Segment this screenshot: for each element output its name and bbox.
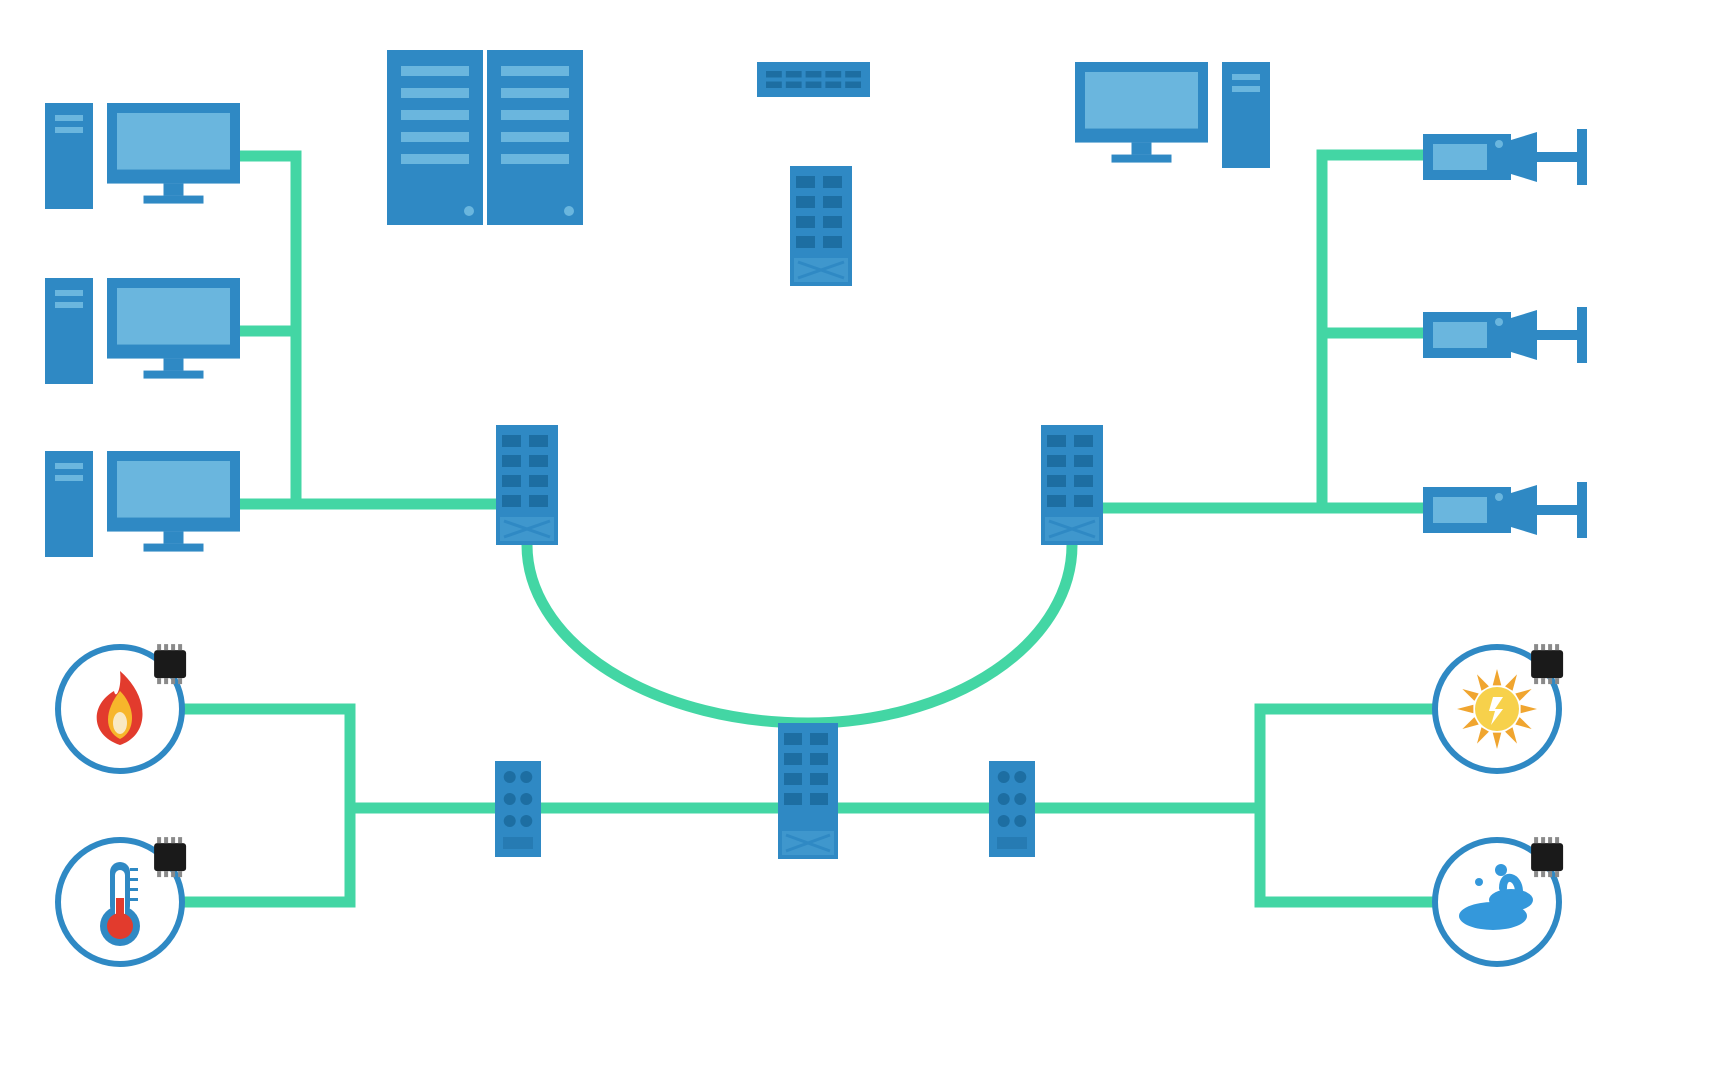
switch_left (496, 425, 558, 545)
switch_right (1041, 425, 1103, 545)
workstation_3 (45, 451, 240, 557)
terminal_right (989, 761, 1035, 857)
camera_3 (1423, 482, 1587, 538)
link-arc_right (808, 545, 1072, 723)
sensor_humid (1435, 837, 1563, 964)
sensor_sun (1435, 644, 1563, 771)
terminal_left (495, 761, 541, 857)
workstation_top (1075, 62, 1270, 168)
sensor_thermo (58, 837, 186, 964)
camera_1 (1423, 129, 1587, 185)
workstation_2 (45, 278, 240, 384)
switch_top (790, 166, 852, 286)
link-arc_left (527, 545, 808, 723)
server_rack (387, 50, 583, 225)
patch_panel (757, 62, 870, 97)
sensor_fire (58, 644, 186, 771)
switch_center (778, 723, 838, 859)
network-diagram (0, 0, 1728, 1080)
camera_2 (1423, 307, 1587, 363)
workstation_1 (45, 103, 240, 209)
